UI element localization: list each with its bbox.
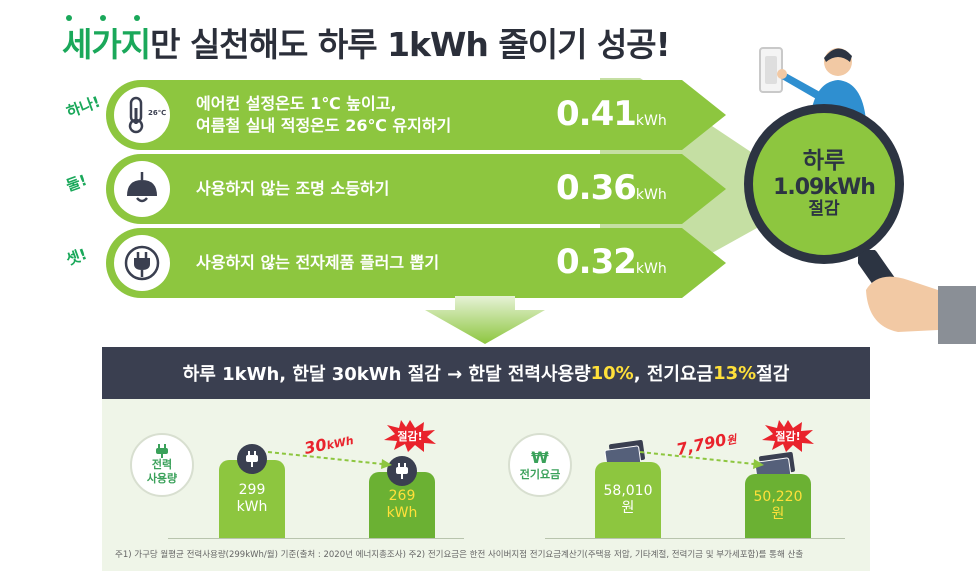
result-line3: 절감 (808, 199, 840, 220)
item-desc-1: 에어컨 설정온도 1℃ 높이고, 여름철 실내 적정온도 26℃ 유지하기 (196, 80, 451, 150)
item-value-3-unit: kWh (635, 261, 667, 277)
summary-banner: 하루 1kWh, 한달 30kWh 절감 → 한달 전력사용량 10%, 전기요… (102, 347, 870, 399)
power-after-unit: kWh (386, 505, 418, 521)
power-usage-label-2: 사용량 (146, 472, 178, 485)
bill-before-value: 58,010 (603, 482, 653, 499)
power-after-value: 269 (388, 487, 416, 504)
item-value-1-number: 0.41 (556, 94, 637, 134)
bill-saving-unit: 원 (725, 432, 738, 448)
item-label-1: 하나! (64, 92, 103, 122)
item-value-3: 0.32kWh (556, 242, 667, 282)
bill-before-unit: 원 (621, 500, 635, 516)
banner-text-1: 하루 1kWh, 한달 30kWh 절감 → 한달 전력사용량 (182, 364, 591, 385)
down-arrow (425, 296, 545, 344)
banner-power-percent: 10% (590, 362, 634, 384)
bill-before-bar: 58,010 원 (595, 462, 661, 538)
bill-dashed-arrow (640, 451, 764, 469)
page-title: 세가지만 실천해도 하루 1kWh 줄이기 성공! (62, 18, 671, 66)
power-dashed-arrow (268, 451, 392, 469)
title-dots (66, 6, 168, 25)
row-arrow-tip (682, 154, 726, 224)
power-baseline (168, 538, 464, 539)
banner-text-2: , 전기요금 (633, 364, 714, 385)
item-desc-1-line1: 에어컨 설정온도 1℃ 높이고, (196, 94, 397, 114)
bill-after-value: 50,220 (753, 488, 803, 505)
hand-illustration (858, 250, 976, 344)
power-burst-label: 절감! (397, 430, 423, 443)
result-line1: 하루 (802, 148, 846, 175)
bill-after-unit: 원 (771, 506, 785, 522)
item-value-2-unit: kWh (635, 187, 667, 203)
bill-label: 전기요금 (519, 468, 561, 482)
item-value-2: 0.36kWh (556, 168, 667, 208)
won-icon: ₩ (531, 448, 549, 468)
power-saving-burst: 절감! (384, 420, 436, 452)
power-usage-label-1: 전력 (151, 458, 173, 472)
item-label-2: 둘! (63, 170, 90, 195)
power-usage-badge: 전력 사용량 (130, 433, 194, 497)
result-magnifier: 하루 1.09kWh 절감 (744, 104, 904, 264)
plug-icon (156, 444, 168, 459)
thermometer-icon: 26℃ (114, 87, 170, 143)
power-before-value: 299 (238, 481, 266, 498)
row-arrow-tip (682, 80, 726, 150)
plug-icon (387, 456, 417, 486)
lamp-icon (114, 161, 170, 217)
bill-saving-burst: 절감! (762, 420, 814, 452)
item-desc-2: 사용하지 않는 조명 소등하기 (196, 154, 389, 224)
item-desc-2-line1: 사용하지 않는 조명 소등하기 (196, 179, 390, 199)
banner-text-3: 절감 (756, 364, 790, 385)
row-arrow-tip (682, 228, 726, 298)
plug-icon (237, 444, 267, 474)
item-label-3: 셋! (63, 244, 90, 269)
item-value-3-number: 0.32 (556, 242, 637, 282)
item-value-1-unit: kWh (635, 113, 667, 129)
bill-after-bar: 50,220 원 (745, 474, 811, 538)
title-rest: 만 실천해도 하루 1kWh 줄이기 성공! (150, 25, 671, 64)
item-desc-1-line2: 여름철 실내 적정온도 26℃ 유지하기 (196, 116, 452, 135)
result-line2: 1.09kWh (773, 174, 876, 200)
power-before-unit: kWh (236, 499, 268, 515)
item-value-1: 0.41kWh (556, 94, 667, 134)
saving-item-3: 사용하지 않는 전자제품 플러그 뽑기 0.32kWh (106, 228, 726, 298)
item-desc-3: 사용하지 않는 전자제품 플러그 뽑기 (196, 228, 439, 298)
bill-baseline (545, 538, 845, 539)
banner-bill-percent: 13% (713, 362, 757, 384)
title-highlight: 세가지 (62, 25, 151, 64)
item-value-2-number: 0.36 (556, 168, 637, 208)
thermometer-icon-text: 26℃ (148, 109, 167, 117)
bill-badge: ₩ 전기요금 (508, 433, 572, 497)
plug-icon (114, 235, 170, 291)
saving-item-2: 사용하지 않는 조명 소등하기 0.36kWh (106, 154, 726, 224)
item-desc-3-line1: 사용하지 않는 전자제품 플러그 뽑기 (196, 253, 440, 273)
footnote: 주1) 가구당 월평균 전력사용량(299kWh/월) 기준(출처 : 2020… (115, 550, 804, 560)
saving-item-1: 26℃ 에어컨 설정온도 1℃ 높이고, 여름철 실내 적정온도 26℃ 유지하기… (106, 80, 726, 150)
bill-burst-label: 절감! (775, 430, 801, 443)
